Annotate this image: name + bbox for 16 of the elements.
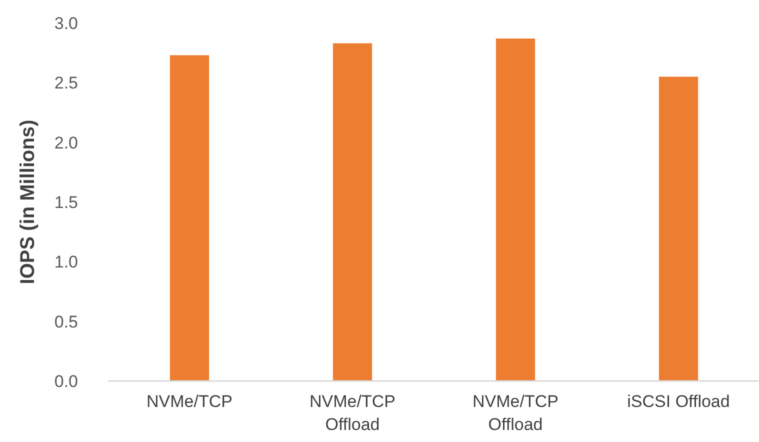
y-tick-label: 0.5	[54, 312, 78, 332]
y-tick-label: 1.5	[54, 192, 78, 212]
bar	[658, 76, 698, 381]
x-tick-label: iSCSI Offload	[627, 392, 730, 411]
x-tick-label: NVMe/TCP Offload	[472, 392, 558, 434]
y-tick-label: 0.0	[54, 372, 78, 391]
bar	[496, 38, 536, 381]
x-tick-label: NVMe/TCP Offload	[310, 392, 396, 434]
y-tick-label: 1.0	[54, 252, 78, 272]
y-tick-label: 2.5	[54, 74, 78, 93]
y-tick-label: 2.0	[54, 133, 78, 152]
y-tick-label: 3.0	[54, 14, 78, 33]
bar	[332, 43, 372, 381]
x-tick-label: NVMe/TCP	[146, 392, 232, 411]
bar	[170, 55, 210, 381]
y-axis-title: IOPS (in Millions)	[17, 120, 39, 284]
